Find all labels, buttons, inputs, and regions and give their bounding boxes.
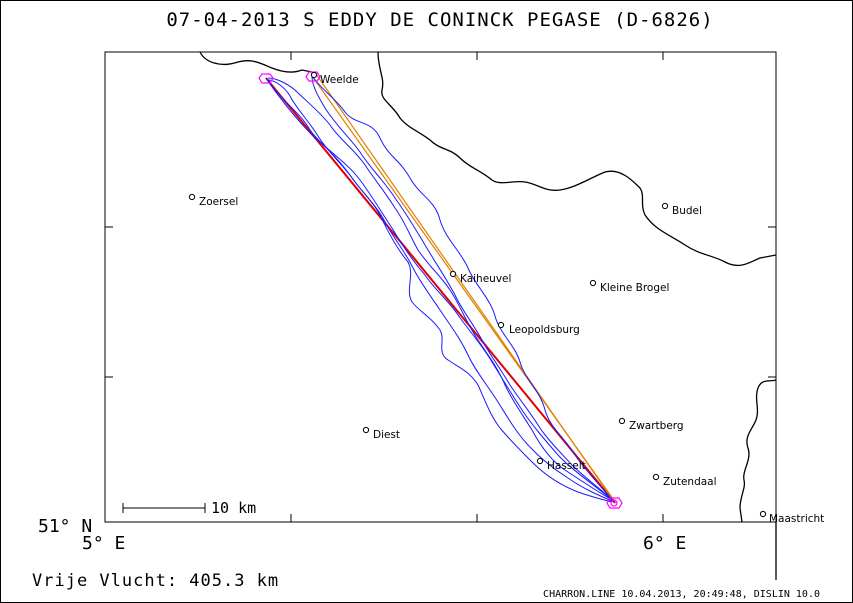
- town-zwartberg: Zwartberg: [618, 417, 684, 432]
- town-weelde: Weelde: [310, 71, 359, 86]
- svg-text:Hasselt: Hasselt: [547, 460, 586, 472]
- town-zoersel: Zoersel: [188, 193, 238, 208]
- track-leg-2: [311, 75, 613, 501]
- svg-text:Zutendaal: Zutendaal: [663, 476, 717, 488]
- svg-text:Zwartberg: Zwartberg: [629, 420, 684, 432]
- lon-label-5: 5° E: [82, 533, 125, 554]
- svg-text:Budel: Budel: [672, 205, 702, 217]
- svg-text:Kaiheuvel: Kaiheuvel: [460, 273, 511, 285]
- track-leg-3: [311, 75, 615, 503]
- flight-distance: Vrije Vlucht: 405.3 km: [32, 571, 279, 591]
- border-line-north: [377, 51, 777, 266]
- task-leg-red: [265, 77, 616, 504]
- lon-label-6: 6° E: [643, 533, 686, 554]
- footer-credit: CHARRON.LINE 10.04.2013, 20:49:48, DISLI…: [543, 589, 820, 600]
- task-leg-orange-b: [315, 73, 614, 501]
- town-budel: Budel: [661, 202, 702, 217]
- plot-frame: [104, 51, 777, 523]
- border-line-east: [739, 379, 777, 523]
- track-leg-6: [267, 77, 613, 501]
- scale-bar: 10 km: [122, 499, 256, 517]
- town-leopoldsburg: Leopoldsburg: [497, 321, 580, 336]
- track-leg-1: [267, 79, 613, 501]
- map-title: 07-04-2013 S EDDY DE CONINCK PEGASE (D-6…: [166, 9, 713, 31]
- turnpoint-south-inner: [610, 499, 618, 507]
- svg-text:Zoersel: Zoersel: [199, 196, 238, 208]
- town-maastricht: Maastricht: [759, 510, 824, 525]
- svg-text:Weelde: Weelde: [320, 74, 359, 86]
- town-zutendaal: Zutendaal: [652, 473, 717, 488]
- border-line-north-west: [199, 51, 313, 73]
- flight-track: [265, 75, 615, 503]
- axis-ticks: [105, 52, 776, 522]
- svg-text:Maastricht: Maastricht: [769, 513, 824, 525]
- country-borders: [199, 51, 777, 580]
- town-kleine-brogel: Kleine Brogel: [589, 279, 669, 294]
- svg-text:Kleine Brogel: Kleine Brogel: [600, 282, 669, 294]
- towns: Weelde Zoersel Budel Kaiheuvel Kleine Br…: [188, 71, 824, 525]
- turnpoint-south: [606, 497, 623, 509]
- track-leg-4: [267, 79, 615, 503]
- town-diest: Diest: [362, 426, 400, 441]
- lat-label: 51° N: [38, 516, 92, 537]
- svg-text:Leopoldsburg: Leopoldsburg: [509, 324, 580, 336]
- town-kaiheuvel: Kaiheuvel: [449, 270, 511, 285]
- turnpoints: [258, 71, 623, 509]
- town-hasselt: Hasselt: [536, 457, 586, 472]
- task-legs: [265, 73, 617, 504]
- turnpoint-start: [258, 73, 274, 84]
- turnpoint-weelde: [305, 71, 321, 82]
- track-leg-5: [265, 77, 613, 503]
- svg-text:Diest: Diest: [373, 429, 400, 441]
- scale-bar-label: 10 km: [211, 499, 256, 517]
